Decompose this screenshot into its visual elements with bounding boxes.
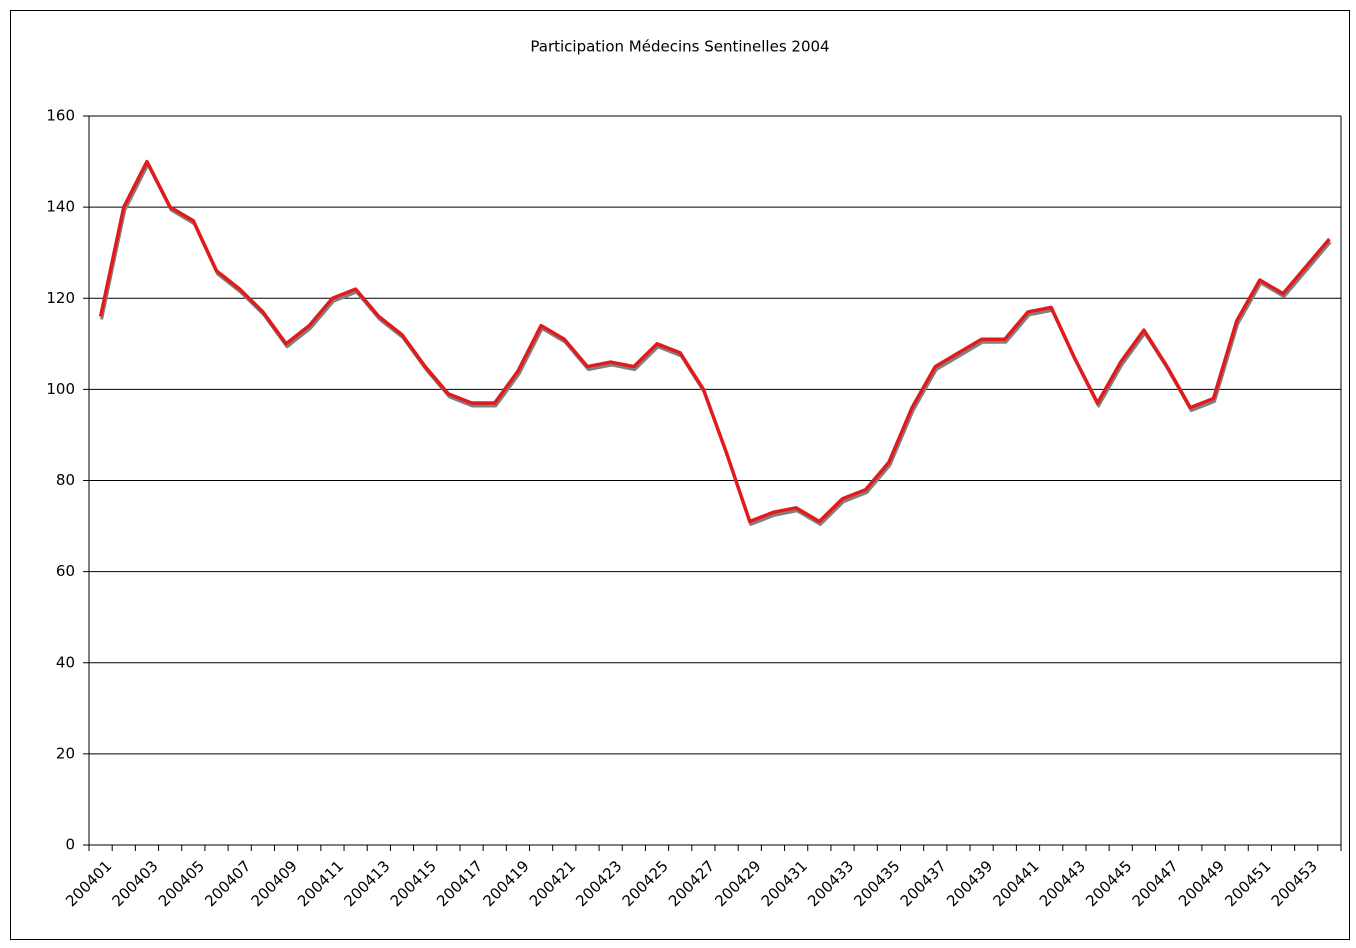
line — [98, 159, 1331, 524]
y-tick-label: 60 — [56, 562, 75, 580]
y-tick-label: 80 — [56, 471, 75, 489]
y-tick-label: 40 — [56, 653, 75, 671]
chart-title: Participation Médecins Sentinelles 2004 — [530, 38, 829, 56]
y-tick-label: 0 — [65, 836, 75, 854]
y-tick-label: 100 — [46, 380, 75, 398]
y-tick-label: 160 — [46, 107, 75, 125]
chart-frame — [10, 10, 1350, 940]
y-tick-label: 20 — [56, 744, 75, 762]
y-tick-label: 140 — [46, 198, 75, 216]
y-tick-label: 120 — [46, 289, 75, 307]
